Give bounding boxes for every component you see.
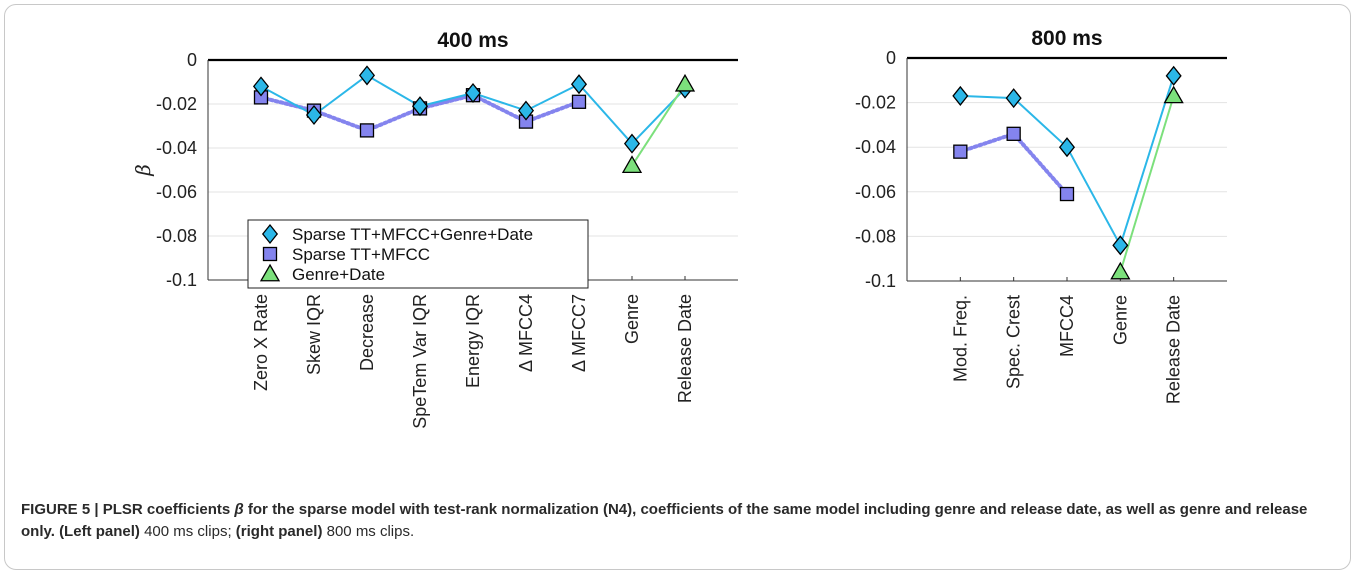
panel-title: 800 ms — [1031, 27, 1102, 50]
y-tick-label: -0.04 — [156, 138, 197, 158]
category-label: Release Date — [675, 294, 695, 403]
caption-figure-label: FIGURE 5 | PLSR coefficients — [21, 501, 231, 518]
data-point-diamond — [1165, 65, 1182, 86]
caption-right-label: (right panel) — [235, 523, 323, 540]
category-label: Genre — [1110, 295, 1130, 345]
data-point-diamond — [411, 96, 429, 117]
category-label: Release Date — [1164, 295, 1184, 404]
y-axis-label: β — [131, 164, 155, 177]
data-point-square — [1006, 126, 1021, 141]
category-label: Decrease — [357, 294, 377, 371]
y-tick-label: -0.02 — [855, 93, 896, 113]
y-tick-label: -0.1 — [166, 270, 197, 290]
y-tick-label: 0 — [187, 50, 197, 70]
data-point-square — [571, 94, 587, 109]
panel-800ms: 0 -0.02 -0.04 -0.06 -0.08 -0.1 Mod. Freq. Spec.… — [855, 27, 1227, 404]
data-point-triangle — [621, 155, 643, 174]
data-point-diamond — [464, 82, 482, 104]
legend-box — [247, 219, 589, 289]
legend-label: Sparse TT+MFCC — [292, 245, 430, 264]
data-point-diamond — [358, 65, 376, 86]
data-point-square — [359, 123, 375, 138]
y-tick-label: -0.02 — [156, 94, 197, 114]
legend-label: Sparse TT+MFCC+Genre+Date — [292, 225, 533, 244]
category-label: MFCC4 — [1057, 295, 1077, 357]
data-point-diamond — [570, 74, 588, 95]
legend-marker — [259, 263, 281, 282]
series-line — [960, 75, 1175, 248]
series-line — [631, 83, 686, 167]
category-label: Genre — [622, 294, 642, 344]
data-point-diamond — [517, 100, 535, 121]
category-label: Spec. Crest — [1004, 295, 1024, 389]
data-point-square — [1059, 186, 1075, 202]
data-point-diamond — [1058, 137, 1076, 158]
data-point-triangle — [1163, 85, 1184, 104]
y-tick-label: -0.04 — [855, 137, 896, 157]
data-point-diamond — [305, 104, 323, 126]
figure-frame — [4, 4, 1351, 570]
category-label: SpeTem Var IQR — [410, 294, 430, 429]
caption-beta: β — [234, 501, 244, 518]
series-line — [958, 131, 1069, 197]
data-point-triangle — [1110, 261, 1131, 280]
category-label: Skew IQR — [304, 294, 324, 375]
category-label: Mod. Freq. — [950, 295, 970, 382]
caption-left-text: 400 ms clips; — [139, 523, 236, 540]
caption-bold-text: for the sparse model with test-rank norm… — [21, 501, 1308, 540]
legend-marker — [261, 223, 279, 245]
category-label: Zero X Rate — [251, 294, 271, 391]
y-tick-label: -0.1 — [865, 271, 896, 291]
y-tick-label: -0.06 — [855, 182, 896, 202]
data-point-diamond — [1005, 88, 1022, 109]
data-point-diamond — [952, 85, 969, 106]
y-tick-label: -0.08 — [156, 226, 197, 246]
y-tick-label: -0.08 — [855, 226, 896, 246]
series-line — [1119, 95, 1175, 273]
panel-title: 400 ms — [437, 29, 508, 52]
panel-400ms: 0 -0.02 -0.04 -0.06 -0.08 -0.1 Zero X Rate Skew… — [131, 29, 738, 429]
category-label: Δ MFCC7 — [569, 294, 589, 372]
data-point-diamond — [252, 76, 270, 97]
data-point-square — [953, 144, 968, 159]
data-point-triangle — [674, 73, 696, 92]
data-point-diamond — [1112, 235, 1129, 256]
caption-left-label: (Left panel) — [59, 523, 140, 540]
y-tick-label: 0 — [886, 48, 896, 68]
category-label: Δ MFCC4 — [516, 294, 536, 372]
legend-marker — [262, 246, 278, 262]
category-label: Energy IQR — [463, 294, 483, 388]
data-point-diamond — [623, 133, 641, 154]
y-tick-label: -0.06 — [156, 182, 197, 202]
figure-caption: FIGURE 5 | PLSR coefficients β for the s… — [21, 499, 1331, 543]
caption-right-text: 800 ms clips. — [322, 523, 415, 540]
legend-label: Genre+Date — [292, 265, 385, 284]
